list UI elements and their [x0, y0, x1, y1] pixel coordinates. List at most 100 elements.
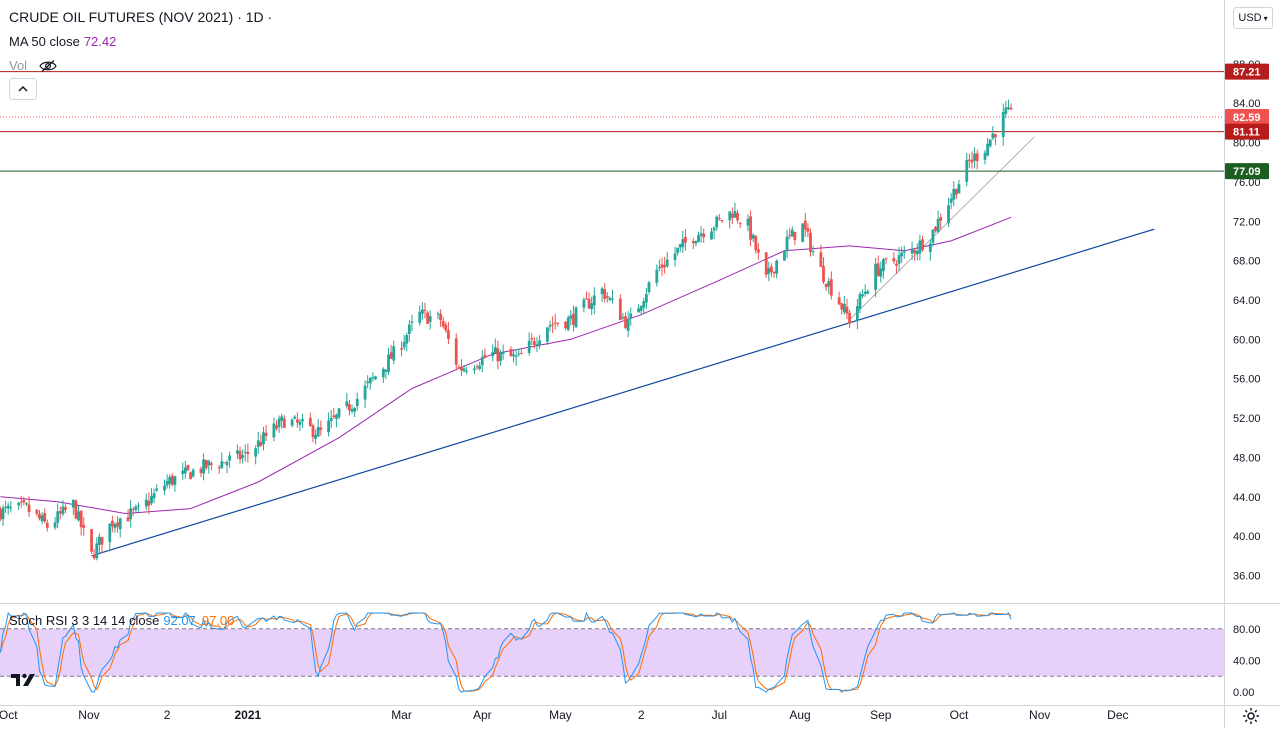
candle: [678, 243, 682, 253]
candle-body: [423, 309, 427, 311]
candle-body: [90, 529, 93, 552]
candle: [480, 350, 484, 373]
eye-hidden-icon[interactable]: [39, 59, 57, 76]
candle: [764, 252, 768, 278]
candle-body: [931, 229, 935, 243]
candle-body: [387, 354, 390, 373]
candle: [590, 296, 594, 316]
candle: [496, 340, 500, 370]
tradingview-logo[interactable]: [9, 669, 39, 691]
candle-body: [770, 266, 773, 273]
vol-legend[interactable]: Vol: [9, 58, 57, 76]
settings-gear-icon[interactable]: [1241, 706, 1261, 726]
candle: [108, 523, 112, 551]
candle-body: [772, 271, 776, 274]
candle: [530, 333, 534, 346]
candle-body: [790, 229, 794, 237]
candle-body: [43, 512, 47, 522]
candle-body: [785, 236, 789, 251]
candle: [43, 508, 47, 523]
candle-body: [694, 241, 698, 244]
candle-body: [4, 506, 8, 508]
candle-body: [1009, 107, 1013, 110]
candle: [915, 243, 919, 261]
candle-body: [954, 188, 958, 195]
candle-body: [647, 282, 651, 293]
candle: [793, 231, 797, 246]
candle-body: [282, 418, 286, 428]
currency-select[interactable]: USD ▾: [1233, 7, 1273, 29]
x-tick-label: Nov: [78, 708, 99, 722]
candle: [882, 257, 885, 279]
candle-body: [316, 426, 320, 437]
chevron-up-icon: [18, 85, 28, 92]
candle-body: [861, 294, 864, 297]
candle-body: [553, 322, 557, 324]
candle-body: [441, 320, 445, 327]
candle-body: [381, 369, 385, 378]
candle: [79, 509, 83, 536]
candle: [754, 234, 758, 254]
candle-body: [329, 417, 333, 422]
candle: [71, 499, 75, 515]
candle-body: [564, 321, 568, 329]
candle-body: [129, 508, 133, 520]
candle: [144, 493, 148, 511]
candle: [691, 237, 695, 250]
candle: [441, 316, 445, 329]
candle-body: [483, 354, 487, 358]
x-tick-label: 2: [164, 708, 171, 722]
candle: [147, 492, 151, 515]
candle-body: [355, 398, 359, 407]
candle-body: [277, 418, 281, 427]
candle: [681, 230, 685, 254]
candle-body: [17, 502, 21, 506]
candle-body: [204, 459, 208, 469]
candle-body: [626, 319, 630, 331]
candle-body: [783, 250, 786, 261]
candle-body: [58, 511, 62, 514]
x-tick-label: Oct: [950, 708, 969, 722]
candle: [223, 462, 226, 464]
candle-body: [298, 421, 302, 425]
candle: [751, 233, 755, 243]
candle-body: [837, 297, 841, 305]
candle: [928, 239, 932, 261]
candle: [483, 348, 487, 359]
collapse-legend-button[interactable]: [9, 78, 37, 100]
candle: [629, 307, 633, 326]
price-badge-label: 81.11: [1233, 127, 1260, 139]
candle: [220, 452, 224, 469]
candle-body: [574, 307, 578, 328]
ma-50-line: [0, 216, 1012, 515]
price-badge: 87.21: [1225, 63, 1269, 80]
candle-body: [348, 404, 351, 411]
candle: [717, 214, 721, 221]
candle-body: [702, 233, 706, 238]
candle: [405, 332, 409, 352]
candle: [592, 287, 596, 315]
candle: [840, 302, 844, 315]
candle-body: [970, 159, 974, 163]
stoch-rsi-k-value: 92.07: [163, 613, 196, 628]
candle: [353, 407, 357, 418]
candle-body: [665, 259, 669, 267]
ma-legend: MA 50 close 72.42: [9, 34, 116, 49]
candle: [355, 392, 359, 411]
candle-body: [53, 522, 57, 528]
candle: [697, 231, 700, 243]
candle-body: [493, 347, 497, 354]
candle: [637, 304, 640, 313]
candle-body: [264, 432, 268, 436]
candle-body: [389, 352, 393, 359]
candle-body: [676, 247, 680, 253]
candle: [90, 529, 93, 554]
candle: [319, 420, 323, 436]
candle-body: [986, 143, 990, 156]
candle: [892, 252, 896, 264]
candle-body: [108, 523, 112, 543]
candle: [199, 466, 203, 478]
candle: [389, 345, 393, 359]
candle: [702, 228, 706, 243]
